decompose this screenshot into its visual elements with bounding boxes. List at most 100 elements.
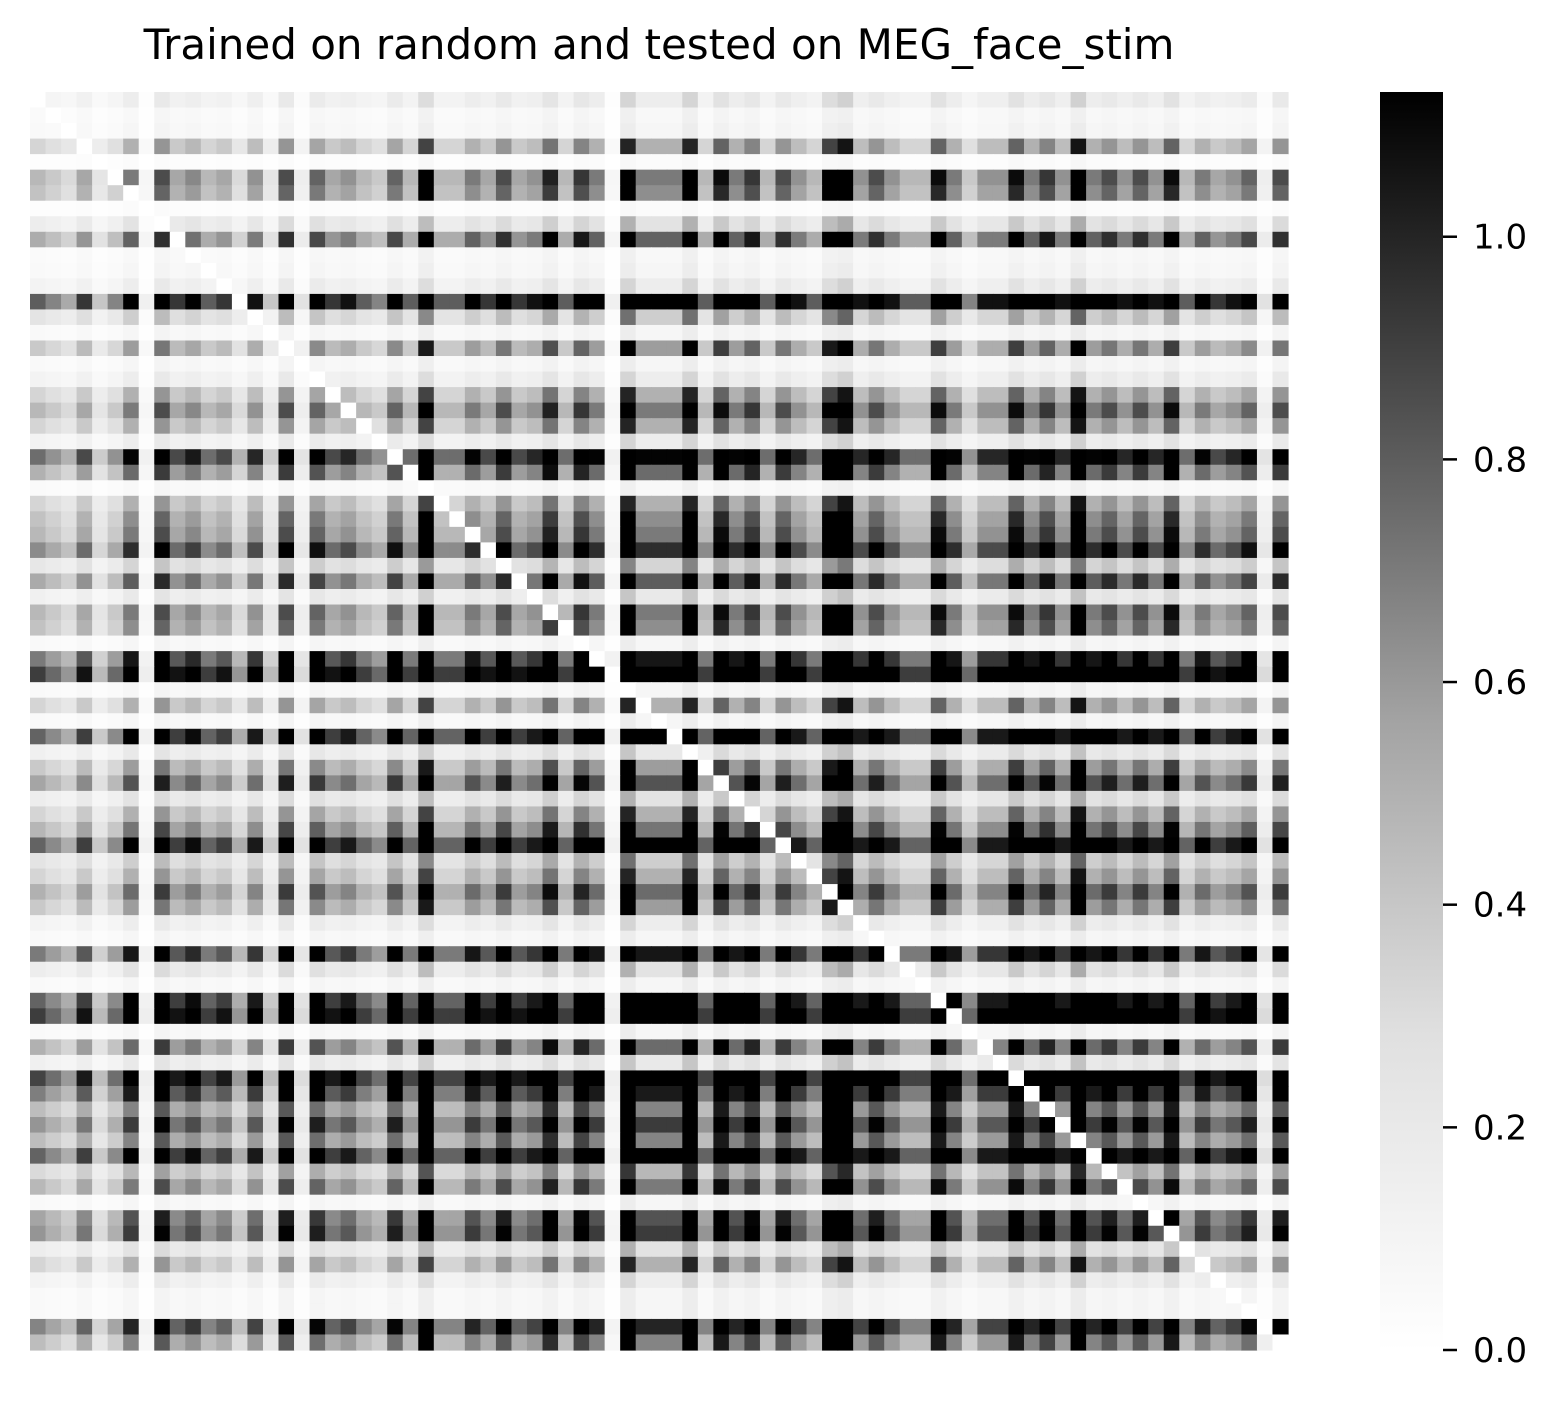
heatmap-cell bbox=[1101, 449, 1118, 466]
heatmap-cell bbox=[573, 200, 590, 217]
heatmap-cell bbox=[1148, 356, 1165, 373]
heatmap-cell bbox=[1055, 806, 1072, 823]
heatmap-cell bbox=[185, 775, 202, 792]
heatmap-cell bbox=[1194, 387, 1211, 404]
heatmap-cell bbox=[1163, 853, 1180, 870]
heatmap-cell bbox=[682, 899, 699, 916]
heatmap-cell bbox=[899, 123, 916, 140]
heatmap-cell bbox=[589, 511, 606, 528]
heatmap-cell bbox=[325, 573, 342, 590]
heatmap-cell bbox=[868, 868, 885, 885]
heatmap-cell bbox=[340, 542, 357, 559]
heatmap-cell bbox=[526, 356, 544, 373]
heatmap-cell bbox=[899, 495, 916, 512]
heatmap-cell bbox=[526, 107, 544, 124]
heatmap-cell bbox=[977, 821, 994, 839]
heatmap-cell bbox=[542, 884, 559, 901]
heatmap-cell bbox=[1272, 853, 1289, 870]
heatmap-cell bbox=[278, 169, 295, 186]
heatmap-cell bbox=[309, 930, 326, 947]
heatmap-cell bbox=[713, 744, 730, 761]
heatmap-cell bbox=[744, 588, 761, 606]
heatmap-cell bbox=[961, 853, 978, 870]
heatmap-cell bbox=[76, 356, 93, 373]
heatmap-cell bbox=[154, 620, 171, 637]
heatmap-cell bbox=[682, 356, 699, 373]
heatmap-cell bbox=[853, 526, 870, 543]
heatmap-cell bbox=[1008, 682, 1025, 699]
heatmap-cell bbox=[837, 154, 854, 171]
heatmap-cell bbox=[278, 402, 295, 419]
heatmap-cell bbox=[464, 666, 481, 683]
heatmap-cell bbox=[480, 92, 497, 109]
heatmap-cell bbox=[262, 884, 280, 901]
heatmap-cell bbox=[977, 262, 994, 279]
heatmap-cell bbox=[340, 449, 357, 466]
heatmap-cell bbox=[61, 588, 78, 606]
heatmap-cell bbox=[1039, 666, 1056, 683]
heatmap-cell bbox=[1225, 946, 1243, 963]
heatmap-cell bbox=[371, 340, 388, 357]
heatmap-cell bbox=[930, 697, 947, 714]
heatmap-cell bbox=[728, 1039, 746, 1056]
heatmap-cell bbox=[697, 853, 714, 870]
heatmap-cell bbox=[247, 992, 264, 1009]
heatmap-cell bbox=[371, 464, 388, 481]
heatmap-cell bbox=[915, 635, 932, 652]
heatmap-cell bbox=[30, 309, 47, 326]
heatmap-cell bbox=[1225, 573, 1243, 590]
heatmap-cell bbox=[1148, 542, 1165, 559]
heatmap-cell bbox=[775, 418, 792, 435]
heatmap-cell bbox=[775, 961, 792, 978]
heatmap-cell bbox=[604, 666, 621, 683]
heatmap-cell bbox=[1132, 418, 1149, 435]
heatmap-cell bbox=[977, 666, 994, 683]
heatmap-cell bbox=[185, 573, 202, 590]
heatmap-cell bbox=[1055, 324, 1072, 342]
heatmap-cell bbox=[464, 837, 481, 854]
heatmap-cell bbox=[45, 356, 62, 373]
heatmap-cell bbox=[791, 107, 808, 124]
heatmap-cell bbox=[1055, 573, 1072, 590]
heatmap-cell bbox=[1179, 418, 1196, 435]
heatmap-cell bbox=[418, 387, 435, 404]
heatmap-cell bbox=[682, 154, 699, 171]
heatmap-cell bbox=[387, 775, 404, 792]
heatmap-cell bbox=[1055, 604, 1072, 621]
heatmap-cell bbox=[45, 92, 62, 109]
heatmap-cell bbox=[992, 651, 1010, 668]
heatmap-cell bbox=[1241, 930, 1258, 947]
heatmap-cell bbox=[899, 480, 916, 497]
heatmap-cell bbox=[977, 713, 994, 730]
heatmap-cell bbox=[356, 666, 373, 683]
heatmap-cell bbox=[480, 526, 497, 543]
heatmap-cell bbox=[651, 262, 668, 279]
heatmap-cell bbox=[495, 216, 513, 233]
heatmap-cell bbox=[620, 946, 637, 963]
heatmap-cell bbox=[526, 557, 544, 575]
heatmap-cell bbox=[1086, 713, 1103, 730]
heatmap-cell bbox=[1194, 278, 1211, 295]
heatmap-cell bbox=[247, 107, 264, 124]
heatmap-cell bbox=[620, 697, 637, 714]
heatmap-cell bbox=[1023, 418, 1041, 435]
heatmap-cell bbox=[853, 868, 870, 885]
heatmap-cell bbox=[775, 278, 792, 295]
heatmap-cell bbox=[356, 511, 373, 528]
heatmap-cell bbox=[806, 853, 823, 870]
heatmap-cell bbox=[837, 806, 854, 823]
heatmap-cell bbox=[449, 526, 466, 543]
heatmap-cell bbox=[1008, 946, 1025, 963]
heatmap-cell bbox=[30, 418, 47, 435]
heatmap-cell bbox=[822, 309, 839, 326]
heatmap-cell bbox=[247, 697, 264, 714]
heatmap-cell bbox=[1210, 946, 1227, 963]
heatmap-cell bbox=[697, 107, 714, 124]
heatmap-cell bbox=[1117, 107, 1134, 124]
heatmap-cell bbox=[309, 511, 326, 528]
heatmap-cell bbox=[387, 293, 404, 311]
heatmap-cell bbox=[45, 604, 62, 621]
heatmap-cell bbox=[387, 1023, 404, 1040]
heatmap-cell bbox=[216, 123, 233, 140]
heatmap-cell bbox=[309, 790, 326, 808]
